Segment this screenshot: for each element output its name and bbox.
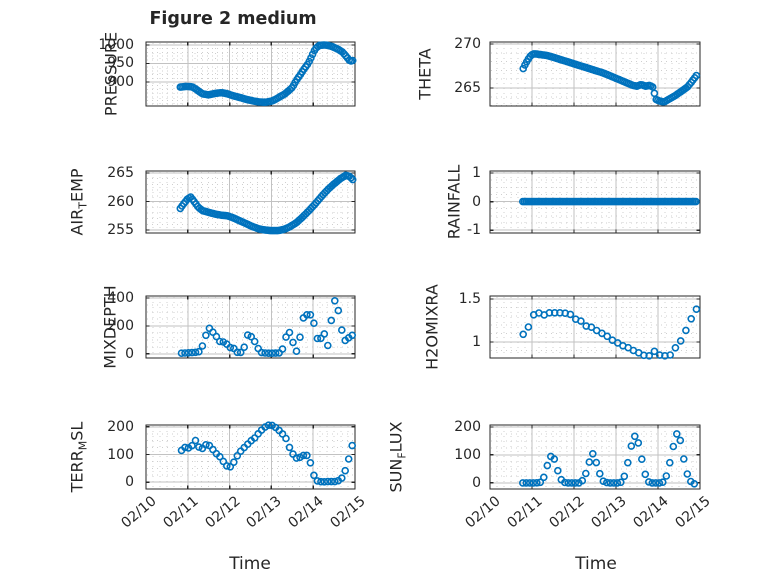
axis-label-theta: THETA [415, 48, 435, 100]
data-markers [177, 421, 357, 486]
subplot-theta [489, 41, 701, 107]
data-markers [518, 197, 700, 206]
axis-label-sun-flux: SUNFLUX [386, 421, 409, 493]
axes-box [489, 41, 701, 107]
minor-grid [491, 297, 699, 357]
data-markers [519, 50, 701, 106]
axis-ticks [489, 171, 701, 233]
axis-label-subscript: F [395, 452, 408, 459]
y-tick-label-terr-msl: 200 [107, 418, 134, 435]
y-tick-label-h2omixra: 1 [472, 334, 481, 350]
xlabel-left-column: Time [229, 554, 271, 574]
axis-ticks [489, 42, 701, 106]
axis-ticks [489, 296, 701, 358]
subplot-rainfall [489, 170, 701, 234]
axes-box [489, 295, 701, 359]
y-tick-label-pressure: 950 [107, 55, 134, 72]
y-tick-label-air-temp: 265 [107, 164, 134, 181]
y-tick-label-mixdepth: 200 [107, 317, 134, 334]
major-grid [147, 297, 354, 357]
y-tick-label-terr-msl: 0 [125, 474, 134, 491]
axis-ticks [145, 171, 356, 233]
axis-label-rainfall: RAINFALL [444, 164, 464, 240]
axis-label-terr-msl: TERRMSL [67, 421, 90, 493]
subplot-h2omixra [489, 295, 701, 360]
y-tick-label-air-temp: 255 [107, 222, 134, 239]
minor-grid [147, 297, 354, 357]
subplot-pressure [145, 41, 357, 107]
y-tick-label-pressure: 1000 [98, 36, 134, 53]
y-tick-label-h2omixra: 1.5 [458, 291, 481, 307]
subplot-terr-msl [145, 421, 357, 490]
subplot-air-temp [145, 170, 357, 235]
subplot-sun-flux [489, 424, 701, 490]
axis-label-subscript: M [76, 440, 89, 451]
subplot-mixdepth [145, 295, 357, 359]
axes-box [145, 41, 356, 107]
y-tick-label-sun-flux: 0 [472, 474, 481, 491]
figure-title: Figure 2 medium [149, 9, 317, 29]
axis-label-mixdepth: MIXDEPTH [100, 285, 120, 369]
y-tick-label-theta: 270 [454, 36, 481, 53]
y-tick-label-terr-msl: 100 [107, 446, 134, 463]
data-markers [176, 41, 357, 106]
data-markers [176, 171, 357, 235]
major-grid [491, 43, 699, 105]
data-markers [518, 430, 699, 488]
axis-ticks [145, 296, 356, 358]
axes-box [145, 295, 356, 359]
axis-label-pressure: PRESSURE [101, 31, 121, 117]
y-tick-label-sun-flux: 200 [454, 418, 481, 435]
data-markers [177, 296, 357, 358]
axis-label-subscript: T [76, 202, 89, 209]
y-tick-label-air-temp: 260 [107, 193, 134, 210]
minor-grid [147, 43, 354, 105]
xlabel-right-column: Time [575, 554, 617, 574]
axis-label-h2omixra: H2OMIXRA [422, 284, 442, 370]
y-tick-label-rainfall: 0 [472, 193, 481, 210]
y-tick-label-theta: 265 [454, 79, 481, 96]
axes-box [145, 424, 356, 490]
y-tick-label-mixdepth: 400 [107, 289, 134, 306]
data-markers [519, 305, 701, 360]
y-tick-label-rainfall: 1 [472, 165, 481, 181]
y-tick-label-mixdepth: 0 [125, 345, 134, 362]
y-tick-label-sun-flux: 100 [454, 446, 481, 463]
y-tick-label-pressure: 900 [107, 73, 134, 90]
axes-box [489, 424, 701, 490]
axis-label-air-temp: AIRTEMP [67, 168, 90, 236]
y-tick-label-rainfall: -1 [467, 222, 481, 239]
